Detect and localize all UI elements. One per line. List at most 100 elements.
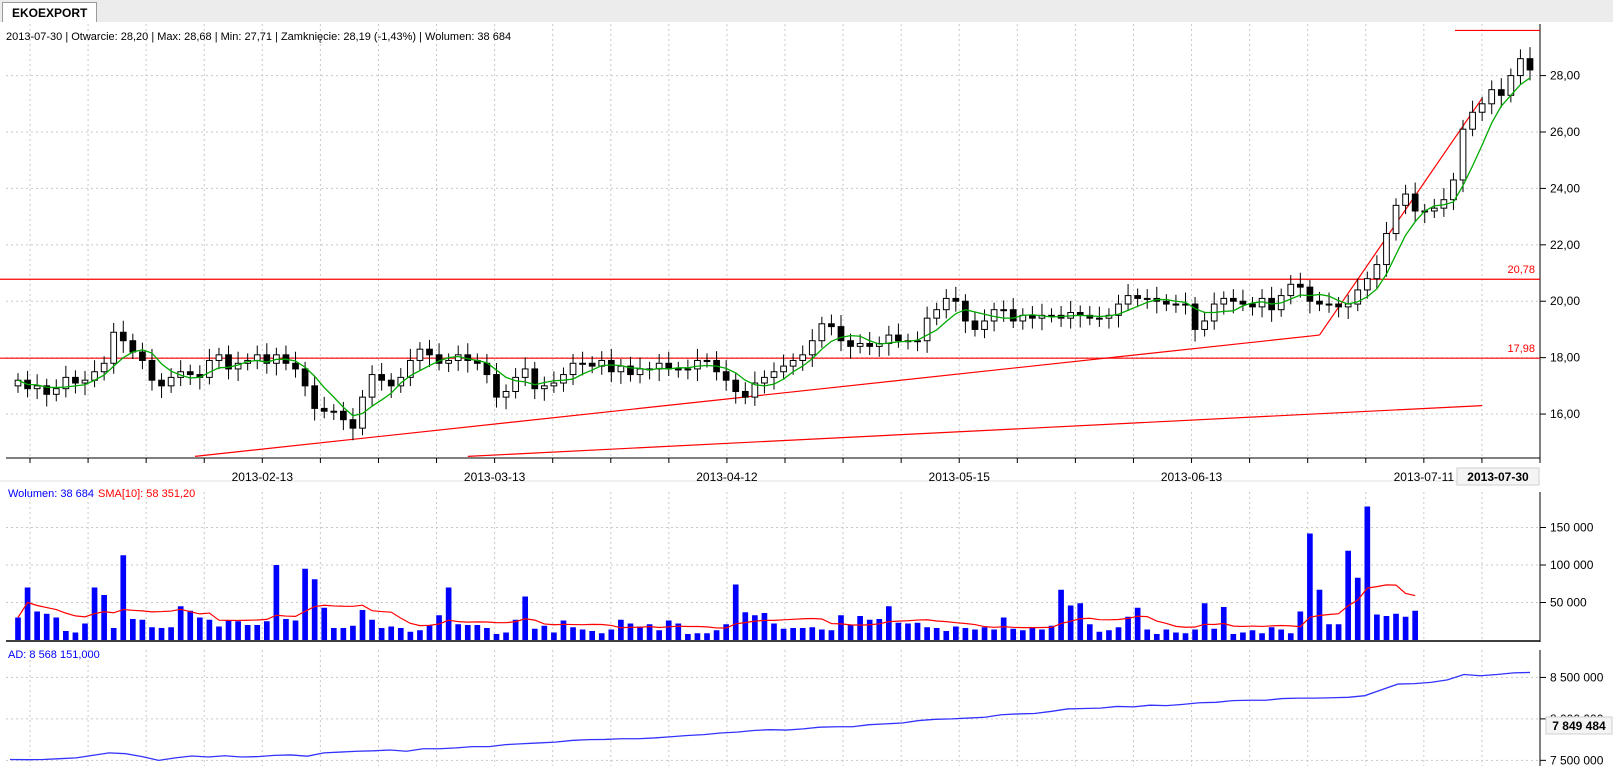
volume-bar bbox=[914, 622, 921, 640]
candle-body bbox=[837, 326, 845, 342]
volume-bar bbox=[943, 631, 950, 640]
candle-body bbox=[359, 396, 366, 429]
candle-body bbox=[1478, 103, 1486, 113]
volume-bar bbox=[24, 587, 31, 640]
candle-body bbox=[72, 376, 79, 384]
candle-body bbox=[1029, 314, 1036, 319]
candle-body bbox=[1383, 233, 1390, 266]
volume-bar bbox=[656, 630, 662, 640]
candle-body bbox=[588, 362, 596, 367]
candle-body bbox=[1306, 286, 1314, 302]
volume-bar bbox=[790, 628, 796, 640]
volume-bar bbox=[780, 628, 787, 640]
volume-bar bbox=[311, 579, 318, 640]
volume-sma-line bbox=[17, 584, 1416, 629]
ad-legend-text: AD: 8 568 151,000 bbox=[8, 649, 100, 661]
volume-bar bbox=[15, 617, 21, 640]
volume-bars bbox=[15, 506, 1418, 640]
candle-body bbox=[847, 340, 854, 347]
candle-body bbox=[215, 354, 223, 361]
candle-body bbox=[378, 374, 385, 381]
ad-badge: 7 849 484 bbox=[1552, 719, 1606, 733]
candle-body bbox=[694, 359, 701, 370]
volume-bar bbox=[1364, 506, 1371, 640]
candle-body bbox=[1450, 179, 1457, 201]
candle-body bbox=[320, 407, 328, 412]
candle-body bbox=[856, 343, 864, 347]
candle-body bbox=[139, 351, 146, 361]
volume-bar bbox=[685, 634, 691, 640]
candle-body bbox=[349, 419, 357, 429]
candle-body bbox=[311, 385, 319, 409]
volume-bar bbox=[283, 619, 289, 640]
volume-bar bbox=[330, 628, 337, 640]
volume-bar bbox=[905, 623, 911, 640]
volume-bar bbox=[1268, 627, 1275, 640]
volume-bar bbox=[618, 619, 624, 640]
candle-body bbox=[502, 390, 510, 398]
volume-bar bbox=[1383, 616, 1390, 640]
volume-bar bbox=[196, 617, 203, 640]
y-tick-label: 7 500 000 bbox=[1550, 753, 1604, 766]
ma-line bbox=[17, 77, 1531, 417]
volume-bar bbox=[1249, 630, 1256, 640]
candle-body bbox=[186, 371, 194, 376]
candle-body bbox=[617, 365, 625, 373]
volume-bar bbox=[436, 615, 442, 640]
volume-bar bbox=[1182, 633, 1189, 640]
tab-ekoexport[interactable]: EKOEXPORT bbox=[2, 2, 98, 23]
candle-body bbox=[1191, 303, 1199, 330]
volume-bar bbox=[1326, 624, 1332, 640]
candle-body bbox=[1488, 89, 1496, 105]
candle-body bbox=[1402, 193, 1409, 206]
volume-bar bbox=[1106, 630, 1112, 640]
volume-bar bbox=[809, 627, 816, 640]
candle-body bbox=[253, 354, 261, 361]
candle-body bbox=[119, 331, 127, 342]
volume-bar bbox=[723, 624, 729, 640]
volume-bar bbox=[1259, 633, 1265, 640]
y-tick-label: 8 500 000 bbox=[1550, 670, 1604, 684]
candle-body bbox=[263, 354, 271, 364]
candle-body bbox=[560, 374, 567, 384]
candle-body bbox=[416, 348, 424, 361]
candle-body bbox=[531, 368, 539, 390]
candle-body bbox=[1143, 297, 1151, 300]
volume-bar bbox=[598, 633, 605, 640]
volume-bar bbox=[1067, 605, 1074, 640]
candle-body bbox=[1220, 297, 1228, 305]
candle-body bbox=[33, 385, 41, 390]
volume-bar bbox=[216, 626, 222, 640]
candle-body bbox=[426, 348, 433, 356]
y-tick-label: 16,00 bbox=[1550, 407, 1580, 421]
volume-bar bbox=[1048, 625, 1055, 640]
candle-body bbox=[1430, 207, 1438, 212]
volume-bar bbox=[168, 627, 174, 640]
volume-bar bbox=[1230, 634, 1237, 640]
candle-body bbox=[1249, 303, 1256, 308]
volume-bar bbox=[933, 628, 940, 640]
trend-line-2 bbox=[1318, 97, 1483, 336]
volume-bar bbox=[1307, 533, 1313, 640]
volume-bar bbox=[369, 619, 375, 640]
volume-bar bbox=[531, 628, 538, 640]
candle-body bbox=[493, 374, 500, 398]
volume-bar bbox=[82, 623, 88, 640]
candle-body bbox=[674, 368, 682, 371]
volume-bar bbox=[63, 631, 69, 640]
x-tick-label: 2013-04-12 bbox=[696, 470, 758, 484]
volume-bar bbox=[1153, 634, 1160, 640]
volume-bar bbox=[570, 627, 576, 640]
volume-bar bbox=[1058, 589, 1064, 640]
volume-bar bbox=[1029, 628, 1036, 640]
candle-body bbox=[301, 368, 309, 387]
ad-line bbox=[9, 671, 1531, 762]
candle-body bbox=[1459, 128, 1467, 181]
volume-bar bbox=[321, 607, 328, 640]
candle-body bbox=[158, 379, 165, 387]
candle-body bbox=[521, 368, 529, 378]
candle-body bbox=[81, 379, 89, 384]
candle-body bbox=[923, 317, 931, 342]
volume-bar bbox=[1096, 631, 1103, 640]
